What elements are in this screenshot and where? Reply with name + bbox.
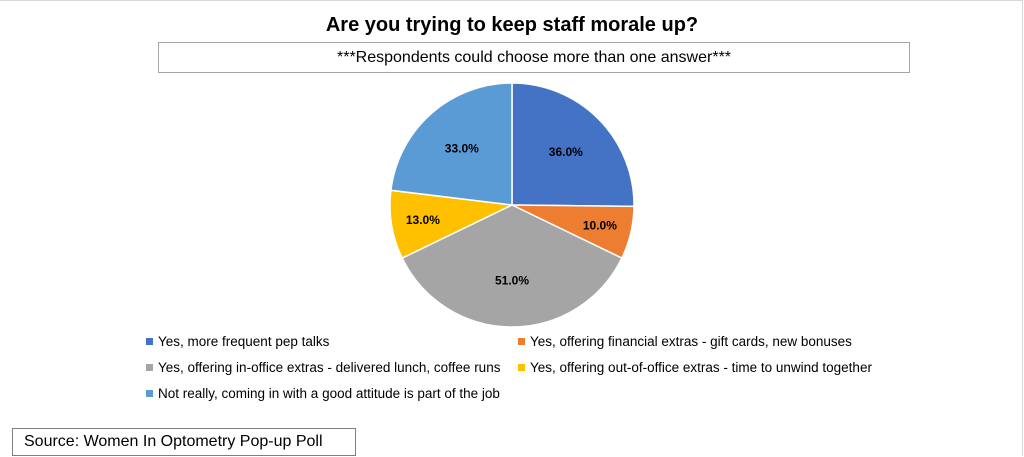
chart-title: Are you trying to keep staff morale up? [325,14,699,36]
legend-label-4: Yes, offering out-of-office extras - tim… [530,360,872,375]
data-label-3: 51.0% [495,274,529,288]
legend-label-1: Yes, more frequent pep talks [158,334,330,349]
legend-swatch-2 [518,338,525,345]
legend-item-4: Yes, offering out-of-office extras - tim… [518,360,872,375]
legend-label-3: Yes, offering in-office extras - deliver… [158,360,501,375]
legend-item-1: Yes, more frequent pep talks [146,334,329,349]
data-label-4: 13.0% [406,213,440,227]
legend-swatch-5 [146,390,153,397]
pie-slice-3 [401,204,623,328]
source-note: Source: Women In Optometry Pop-up Poll [12,428,356,456]
pie-slice-1 [511,82,635,208]
legend-item-2: Yes, offering financial extras - gift ca… [518,334,852,349]
data-label-1: 36.0% [549,145,583,159]
legend-swatch-1 [146,338,153,345]
legend-label-2: Yes, offering financial extras - gift ca… [530,334,852,349]
legend-swatch-4 [518,364,525,371]
legend-label-5: Not really, coming in with a good attitu… [158,386,500,401]
chart-subtitle: ***Respondents could choose more than on… [158,42,910,73]
legend-item-3: Yes, offering in-office extras - deliver… [146,360,500,375]
data-label-5: 33.0% [445,141,479,155]
data-label-2: 10.0% [583,219,617,233]
legend-item-5: Not really, coming in with a good attitu… [146,386,500,401]
pie-slice-5 [390,82,513,206]
legend-swatch-3 [146,364,153,371]
